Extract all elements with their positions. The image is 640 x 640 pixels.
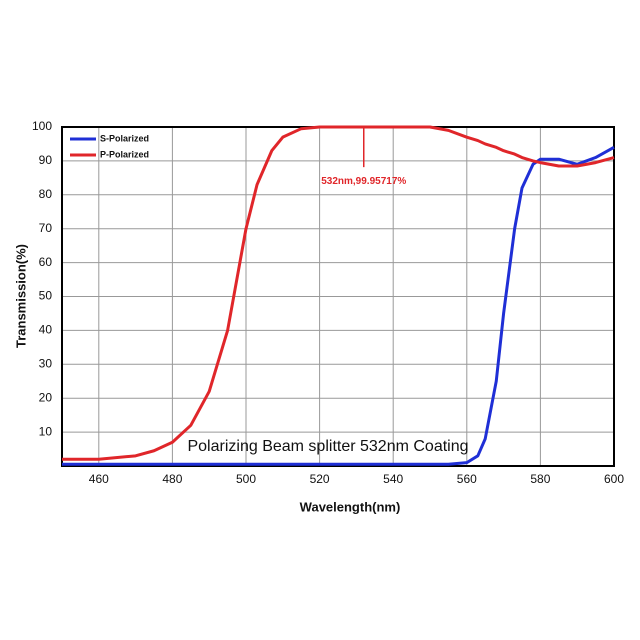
x-tick-label: 480 [162, 472, 182, 486]
y-tick-label: 40 [39, 323, 53, 337]
x-tick-label: 540 [383, 472, 403, 486]
y-tick-label: 80 [39, 187, 53, 201]
series-line [62, 125, 615, 461]
y-tick-label: 10 [39, 424, 53, 438]
x-axis-label: Wavelength(nm) [300, 499, 401, 514]
x-tick-label: 500 [236, 472, 256, 486]
legend-label: S-Polarized [100, 133, 149, 143]
overlay-title: Polarizing Beam splitter 532nm Coating [187, 438, 468, 455]
y-tick-label: 20 [39, 390, 53, 404]
x-tick-label: 580 [530, 472, 550, 486]
x-tick-label: 560 [457, 472, 477, 486]
y-tick-label: 30 [39, 356, 53, 370]
annotation-label: 532nm,99.95717% [321, 176, 406, 187]
y-axis-label: Transmission(%) [13, 244, 28, 348]
legend-label: P-Polarized [100, 149, 149, 159]
y-tick-label: 90 [39, 153, 53, 167]
x-tick-label: 600 [604, 472, 624, 486]
x-tick-label: 520 [310, 472, 330, 486]
y-tick-label: 50 [39, 289, 53, 303]
series-line [62, 146, 615, 466]
y-tick-label: 100 [32, 119, 52, 133]
y-tick-label: 60 [39, 255, 53, 269]
x-tick-label: 460 [89, 472, 109, 486]
y-tick-label: 70 [39, 221, 53, 235]
